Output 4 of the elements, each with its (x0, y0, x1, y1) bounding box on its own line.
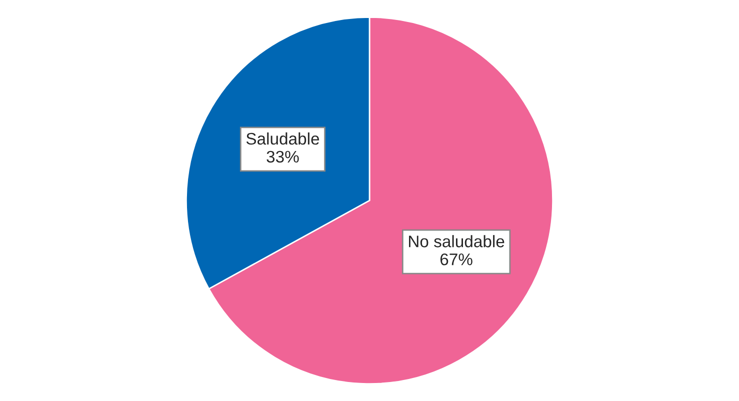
data-label: 33% (266, 150, 299, 163)
slice-label: No saludable (409, 235, 504, 248)
slice-label: Saludable (246, 132, 320, 145)
data-label: 67% (440, 253, 472, 266)
